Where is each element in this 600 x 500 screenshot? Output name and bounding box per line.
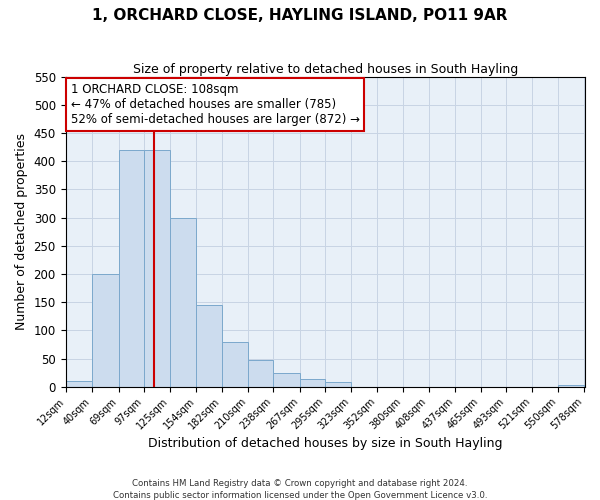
Text: 1, ORCHARD CLOSE, HAYLING ISLAND, PO11 9AR: 1, ORCHARD CLOSE, HAYLING ISLAND, PO11 9… — [92, 8, 508, 22]
Bar — [170, 218, 196, 387]
Bar — [92, 274, 119, 387]
Bar — [273, 372, 299, 387]
Text: 1 ORCHARD CLOSE: 108sqm
← 47% of detached houses are smaller (785)
52% of semi-d: 1 ORCHARD CLOSE: 108sqm ← 47% of detache… — [71, 83, 360, 126]
Bar — [119, 150, 144, 387]
Text: Contains HM Land Registry data © Crown copyright and database right 2024.
Contai: Contains HM Land Registry data © Crown c… — [113, 478, 487, 500]
X-axis label: Distribution of detached houses by size in South Hayling: Distribution of detached houses by size … — [148, 437, 503, 450]
Bar — [196, 305, 222, 387]
Bar — [67, 381, 92, 387]
Bar — [144, 150, 170, 387]
Bar — [325, 382, 351, 387]
Bar — [299, 380, 325, 387]
Bar — [559, 385, 584, 387]
Bar — [222, 342, 248, 387]
Bar — [248, 360, 273, 387]
Title: Size of property relative to detached houses in South Hayling: Size of property relative to detached ho… — [133, 62, 518, 76]
Y-axis label: Number of detached properties: Number of detached properties — [15, 133, 28, 330]
